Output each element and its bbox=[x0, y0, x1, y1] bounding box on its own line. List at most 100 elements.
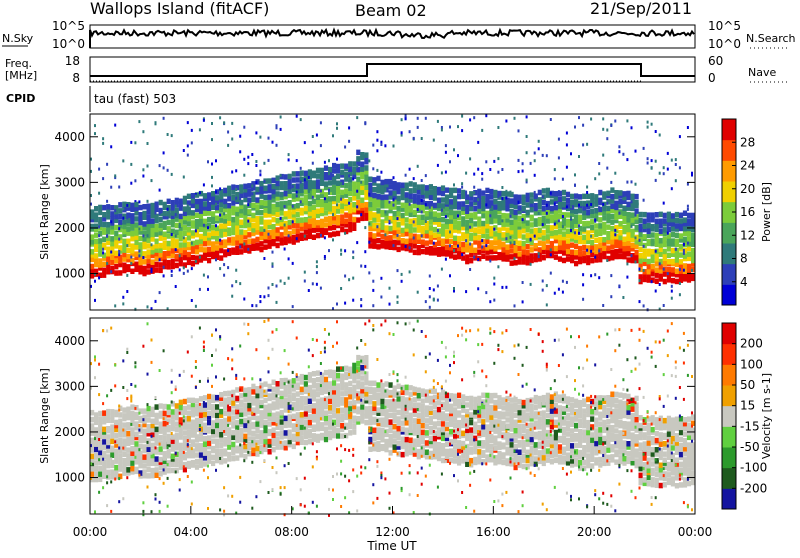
heatmap-cell bbox=[429, 426, 433, 432]
heatmap-cell bbox=[147, 447, 151, 453]
heatmap-scatter-cell bbox=[401, 273, 403, 276]
heatmap-scatter-cell bbox=[384, 144, 386, 147]
heatmap-cell bbox=[163, 240, 167, 246]
heatmap-scatter-cell bbox=[445, 144, 447, 147]
heatmap-scatter-cell bbox=[380, 323, 382, 326]
heatmap-cell bbox=[401, 437, 405, 443]
heatmap-cell bbox=[151, 203, 155, 209]
heatmap-cell bbox=[647, 212, 651, 218]
heatmap-cell bbox=[526, 450, 530, 456]
heatmap-cell bbox=[441, 238, 445, 244]
heatmap-scatter-cell bbox=[469, 472, 471, 475]
heatmap-scatter-cell bbox=[578, 204, 580, 207]
heatmap-scatter-cell bbox=[409, 168, 411, 171]
heatmap-cell bbox=[179, 430, 183, 436]
heatmap-scatter-cell bbox=[167, 422, 169, 425]
heatmap-cell bbox=[622, 206, 626, 212]
heatmap-scatter-cell bbox=[546, 284, 548, 287]
heatmap-cell bbox=[223, 249, 227, 255]
heatmap-scatter-cell bbox=[336, 447, 338, 450]
heatmap-cell bbox=[598, 252, 602, 258]
heatmap-scatter-cell bbox=[130, 397, 132, 400]
heatmap-cell bbox=[578, 208, 582, 214]
heatmap-scatter-cell bbox=[449, 231, 451, 234]
heatmap-scatter-cell bbox=[372, 289, 374, 292]
heatmap-scatter-cell bbox=[187, 443, 189, 446]
heatmap-cell bbox=[223, 411, 227, 417]
heatmap-scatter-cell bbox=[243, 298, 245, 301]
heatmap-cell bbox=[352, 429, 356, 435]
heatmap-scatter-cell bbox=[328, 159, 330, 162]
heatmap-cell bbox=[167, 199, 171, 205]
heatmap-cell bbox=[231, 447, 235, 453]
heatmap-scatter-cell bbox=[477, 430, 479, 433]
heatmap-cell bbox=[195, 224, 199, 230]
heatmap-cell bbox=[263, 220, 267, 226]
heatmap-cell bbox=[284, 398, 288, 404]
heatmap-cell bbox=[227, 227, 231, 233]
heatmap-scatter-cell bbox=[276, 471, 278, 474]
heatmap-cell bbox=[203, 201, 207, 207]
heatmap-cell bbox=[312, 227, 316, 233]
heatmap-cell bbox=[421, 404, 425, 410]
heatmap-cell bbox=[110, 474, 114, 480]
heatmap-scatter-cell bbox=[413, 353, 415, 356]
heatmap-scatter-cell bbox=[429, 206, 431, 209]
heatmap-scatter-cell bbox=[348, 126, 350, 129]
heatmap-cell bbox=[671, 232, 675, 238]
heatmap-scatter-cell bbox=[397, 452, 399, 455]
heatmap-scatter-cell bbox=[610, 295, 612, 298]
heatmap-cell bbox=[380, 428, 384, 434]
heatmap-scatter-cell bbox=[138, 424, 140, 427]
heatmap-cell bbox=[227, 452, 231, 458]
heatmap-cell bbox=[110, 469, 114, 475]
heatmap-scatter-cell bbox=[461, 182, 463, 185]
heatmap-scatter-cell bbox=[138, 120, 140, 123]
power-ylabel: Slant Range [km] bbox=[38, 164, 51, 260]
heatmap-scatter-cell bbox=[195, 195, 197, 198]
heatmap-scatter-cell bbox=[631, 200, 633, 203]
heatmap-scatter-cell bbox=[566, 205, 568, 208]
heatmap-cell bbox=[461, 255, 465, 260]
heatmap-cell bbox=[622, 225, 626, 231]
heatmap-cell bbox=[401, 190, 405, 196]
heatmap-scatter-cell bbox=[179, 254, 181, 257]
heatmap-cell bbox=[280, 431, 284, 437]
heatmap-scatter-cell bbox=[546, 154, 548, 157]
heatmap-cell bbox=[163, 259, 167, 265]
heatmap-cell bbox=[296, 427, 300, 433]
heatmap-scatter-cell bbox=[312, 465, 314, 468]
heatmap-cell bbox=[534, 218, 538, 224]
heatmap-cell bbox=[384, 399, 388, 405]
heatmap-cell bbox=[98, 471, 102, 477]
heatmap-cell bbox=[417, 442, 421, 448]
heatmap-scatter-cell bbox=[179, 412, 181, 415]
heatmap-scatter-cell bbox=[582, 273, 584, 276]
heatmap-cell bbox=[304, 195, 308, 201]
heatmap-scatter-cell bbox=[441, 341, 443, 344]
heatmap-scatter-cell bbox=[538, 255, 540, 258]
heatmap-scatter-cell bbox=[324, 328, 326, 331]
heatmap-scatter-cell bbox=[276, 144, 278, 147]
heatmap-cell bbox=[187, 235, 191, 241]
heatmap-cell bbox=[179, 417, 183, 423]
heatmap-cell bbox=[465, 402, 469, 408]
heatmap-scatter-cell bbox=[268, 294, 270, 297]
heatmap-scatter-cell bbox=[582, 124, 584, 127]
heatmap-cell bbox=[348, 208, 352, 214]
heatmap-cell bbox=[134, 262, 138, 268]
heatmap-scatter-cell bbox=[449, 462, 451, 465]
heatmap-cell bbox=[324, 370, 328, 376]
heatmap-cell bbox=[635, 250, 639, 256]
heatmap-cell bbox=[239, 220, 243, 226]
heatmap-scatter-cell bbox=[550, 118, 552, 121]
heatmap-cell bbox=[126, 437, 130, 443]
heatmap-cell bbox=[292, 423, 296, 429]
heatmap-cell bbox=[118, 423, 122, 429]
heatmap-scatter-cell bbox=[437, 285, 439, 288]
heatmap-cell bbox=[203, 193, 207, 199]
heatmap-cell bbox=[510, 220, 514, 226]
heatmap-cell bbox=[308, 420, 312, 426]
heatmap-scatter-cell bbox=[473, 510, 475, 513]
heatmap-cell bbox=[465, 418, 469, 424]
